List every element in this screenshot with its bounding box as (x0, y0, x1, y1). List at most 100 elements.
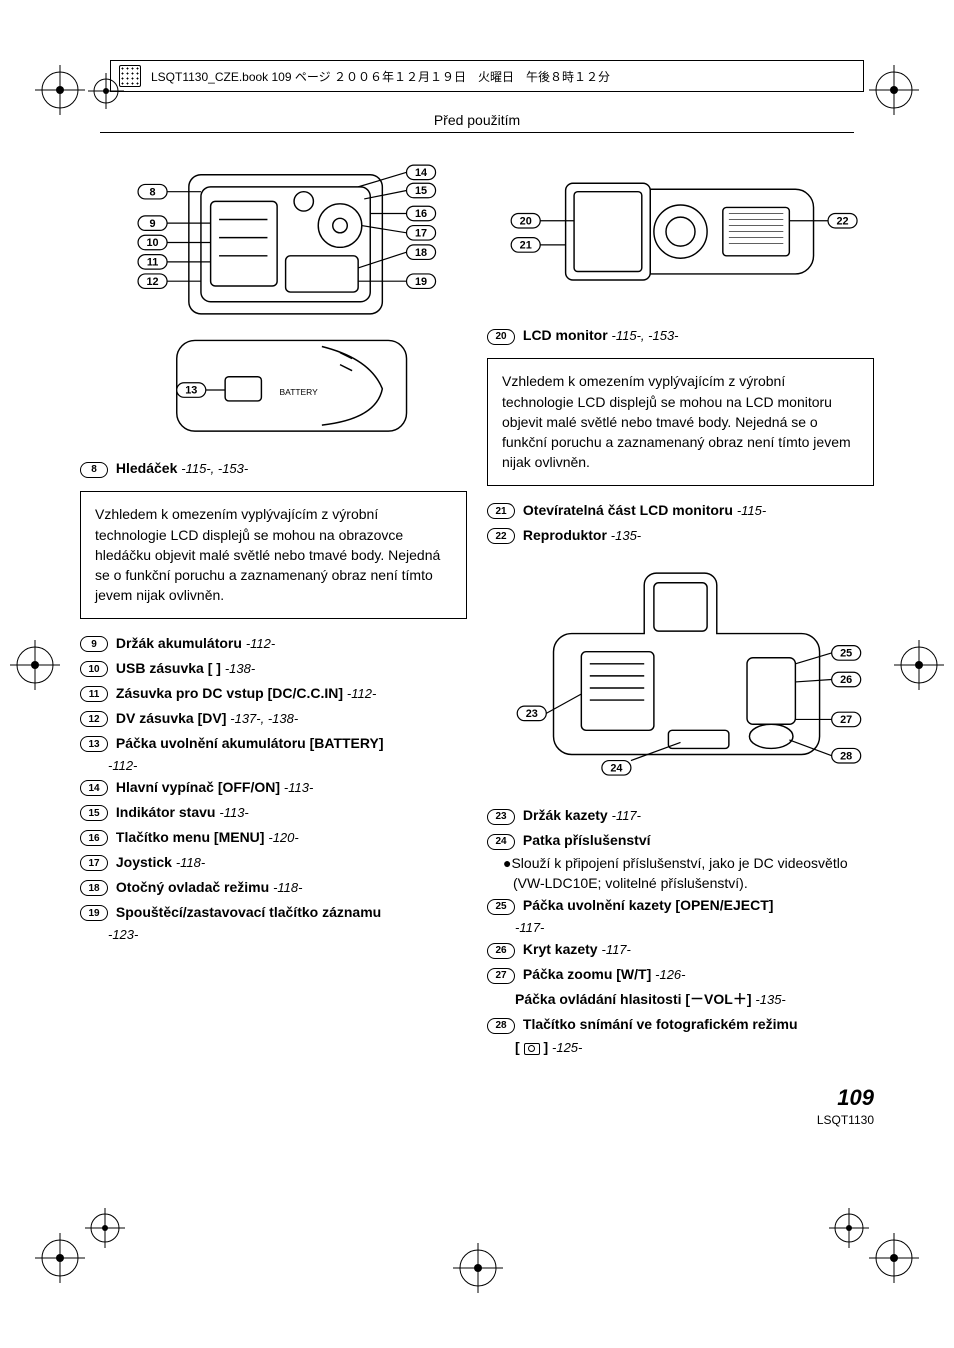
callout-9: 9 (80, 636, 108, 652)
callout-22: 22 (487, 528, 515, 544)
callout-16: 16 (80, 830, 108, 846)
callout-12: 12 (80, 711, 108, 727)
callout-27: 27 (487, 968, 515, 984)
item-13: 13 Páčka uvolnění akumulátoru [BATTERY] (80, 733, 467, 754)
label-24: Patka příslušenství (523, 832, 651, 848)
item-12: 12 DV zásuvka [DV] -137-, -138- (80, 708, 467, 729)
svg-text:20: 20 (520, 215, 532, 227)
callout-17: 17 (80, 855, 108, 871)
item-27b: Páčka ovládání hlasitosti [－VOL＋] -135- (515, 989, 874, 1010)
callout-15: 15 (80, 805, 108, 821)
label-27: Páčka zoomu [W/T] (523, 966, 651, 982)
item-28-icon-line: [ ] -125- (515, 1039, 874, 1055)
item-10: 10 USB zásuvka [ ] -138- (80, 658, 467, 679)
callout-20: 20 (487, 329, 515, 345)
svg-text:23: 23 (526, 708, 538, 720)
svg-text:14: 14 (415, 167, 427, 179)
svg-text:22: 22 (837, 215, 849, 227)
label-21: Otevíratelná část LCD monitoru (523, 502, 733, 518)
item-23: 23 Držák kazety -117- (487, 805, 874, 826)
item-9: 9 Držák akumulátoru -112- (80, 633, 467, 654)
item-15: 15 Indikátor stavu -113- (80, 802, 467, 823)
crop-mark-icon (88, 73, 124, 109)
callout-13: 13 (80, 736, 108, 752)
callout-18: 18 (80, 880, 108, 896)
crop-mark-icon (829, 1208, 869, 1248)
svg-text:10: 10 (147, 237, 159, 249)
label-27b: Páčka ovládání hlasitosti [－VOL＋] (515, 991, 752, 1007)
item-18: 18 Otočný ovladač režimu -118- (80, 877, 467, 898)
ref-11: -112- (347, 686, 376, 701)
svg-text:21: 21 (520, 240, 532, 252)
label-13: Páčka uvolnění akumulátoru [BATTERY] (116, 735, 384, 751)
label-9: Držák akumulátoru (116, 635, 242, 651)
page-number: 109 (40, 1085, 914, 1111)
ref-22: -135- (611, 528, 641, 543)
item-17: 17 Joystick -118- (80, 852, 467, 873)
ref-27b: -135- (755, 992, 785, 1007)
callout-19: 19 (80, 905, 108, 921)
ref-16: -120- (268, 830, 298, 845)
svg-text:16: 16 (415, 208, 427, 220)
label-14: Hlavní vypínač [OFF/ON] (116, 779, 280, 795)
svg-text:BATTERY: BATTERY (280, 387, 319, 397)
label-16: Tlačítko menu [MENU] (116, 829, 265, 845)
callout-21: 21 (487, 503, 515, 519)
label-19: Spouštěcí/zastavovací tlačítko záznamu (116, 904, 381, 920)
ref-18: -118- (273, 880, 302, 895)
header-text: LSQT1130_CZE.book 109 ページ ２００６年１２月１９日 火曜… (151, 68, 610, 85)
ref-10: -138- (225, 661, 255, 676)
svg-text:25: 25 (840, 647, 852, 659)
diagram-top-view: 23 24 25 26 27 28 (487, 561, 874, 791)
camera-top-svg: 23 24 25 26 27 28 (487, 561, 874, 791)
ref-9: -112- (246, 636, 275, 651)
label-28: Tlačítko snímání ve fotografickém režimu (523, 1016, 798, 1032)
item-24: 24 Patka příslušenství (487, 830, 874, 851)
sub1-text: Slouží k připojení příslušenství, jako j… (511, 855, 847, 871)
ref-17: -118- (176, 855, 205, 870)
label-17: Joystick (116, 854, 172, 870)
ref-28: -125- (552, 1040, 582, 1055)
viewfinder-note: Vzhledem k omezením vyplývajícím z výrob… (80, 491, 467, 618)
ref-14: -113- (284, 780, 313, 795)
left-column: 8 9 10 11 12 14 15 16 17 18 19 (80, 153, 467, 1055)
label-10: USB zásuvka [ ] (116, 660, 221, 676)
book-header: LSQT1130_CZE.book 109 ページ ２００６年１２月１９日 火曜… (110, 60, 864, 92)
callout-23: 23 (487, 809, 515, 825)
callout-11: 11 (80, 686, 108, 702)
svg-text:24: 24 (610, 762, 622, 774)
svg-text:18: 18 (415, 247, 427, 259)
item-27: 27 Páčka zoomu [W/T] -126- (487, 964, 874, 985)
svg-text:11: 11 (147, 256, 159, 268)
ref-13: -112- (108, 758, 467, 773)
ref-27: -126- (655, 967, 685, 982)
svg-text:19: 19 (415, 276, 427, 288)
label-15: Indikátor stavu (116, 804, 216, 820)
label-26: Kryt kazety (523, 941, 598, 957)
callout-24: 24 (487, 834, 515, 850)
label-23: Držák kazety (523, 807, 608, 823)
item-24-sub2: (VW-LDC10E; volitelné příslušenství). (513, 875, 874, 891)
diagram-rear-view: 8 9 10 11 12 14 15 16 17 18 19 (80, 153, 467, 443)
camera-rear-svg: 8 9 10 11 12 14 15 16 17 18 19 (80, 153, 467, 443)
page-code: LSQT1130 (40, 1113, 914, 1127)
title-rule (100, 132, 854, 133)
svg-text:13: 13 (185, 385, 197, 397)
svg-text:15: 15 (415, 185, 427, 197)
item-21: 21 Otevíratelná část LCD monitoru -115- (487, 500, 874, 521)
section-title: Před použitím (40, 112, 914, 128)
crop-mark-icon (869, 1233, 919, 1283)
ref-15: -113- (219, 805, 248, 820)
ref-8: -115-, -153- (181, 461, 248, 476)
ref-23: -117- (612, 808, 641, 823)
callout-10: 10 (80, 661, 108, 677)
svg-text:9: 9 (150, 218, 156, 230)
svg-text:27: 27 (840, 714, 852, 726)
ref-12: -137-, -138- (230, 711, 298, 726)
label-11: Zásuvka pro DC vstup [DC/C.C.IN] (116, 685, 343, 701)
svg-text:17: 17 (415, 227, 427, 239)
ref-21: -115- (737, 503, 766, 518)
crop-mark-icon (453, 1243, 503, 1293)
callout-8: 8 (80, 462, 108, 478)
page: LSQT1130_CZE.book 109 ページ ２００６年１２月１９日 火曜… (0, 0, 954, 1167)
